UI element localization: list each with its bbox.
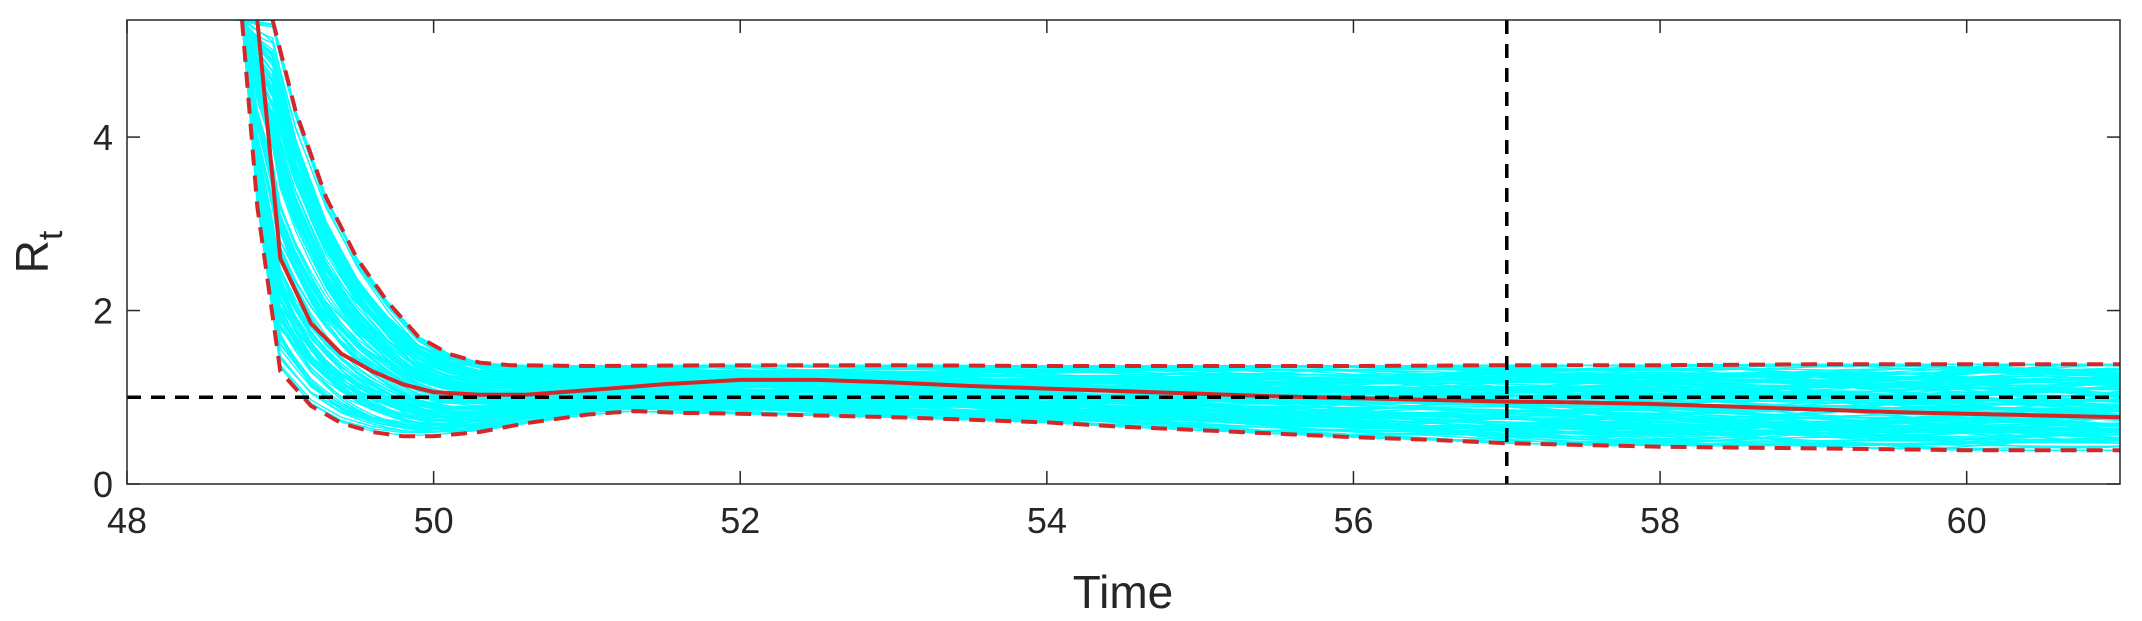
y-axis-title: Rt <box>6 230 70 273</box>
y-tick-label: 2 <box>93 291 113 332</box>
summary-lines <box>240 20 2120 453</box>
ensemble-line <box>234 20 2120 437</box>
lower-bound-line <box>240 20 2120 453</box>
y-tick-label: 4 <box>93 117 113 158</box>
x-tick-label: 50 <box>414 500 454 541</box>
median-line <box>255 20 2120 420</box>
x-tick-label: 54 <box>1027 500 1067 541</box>
ensemble-line <box>234 20 2120 391</box>
x-axis-title: Time <box>1073 566 1174 618</box>
plot-frame <box>126 19 2121 485</box>
y-axis-title-subscript: t <box>32 230 70 240</box>
ensemble-line <box>234 20 2120 400</box>
x-tick-label: 52 <box>720 500 760 541</box>
y-axis-title-group: Rt <box>6 230 70 273</box>
axis-ticks: 48 50 52 54 56 58 60 0 2 4 <box>93 20 2120 541</box>
ensemble-line <box>234 20 2120 444</box>
x-tick-label: 58 <box>1640 500 1680 541</box>
ensemble-line <box>234 20 2120 428</box>
ensemble-line <box>234 20 2120 409</box>
x-tick-label: 56 <box>1333 500 1373 541</box>
x-tick-label: 48 <box>107 500 147 541</box>
x-tick-label: 60 <box>1947 500 1987 541</box>
y-axis-title-main: R <box>6 240 58 273</box>
ensemble-line <box>234 20 2120 401</box>
ensemble-line <box>234 20 2120 427</box>
y-tick-label: 0 <box>93 464 113 505</box>
reference-lines <box>127 20 2120 484</box>
upper-bound-line <box>270 20 2120 369</box>
